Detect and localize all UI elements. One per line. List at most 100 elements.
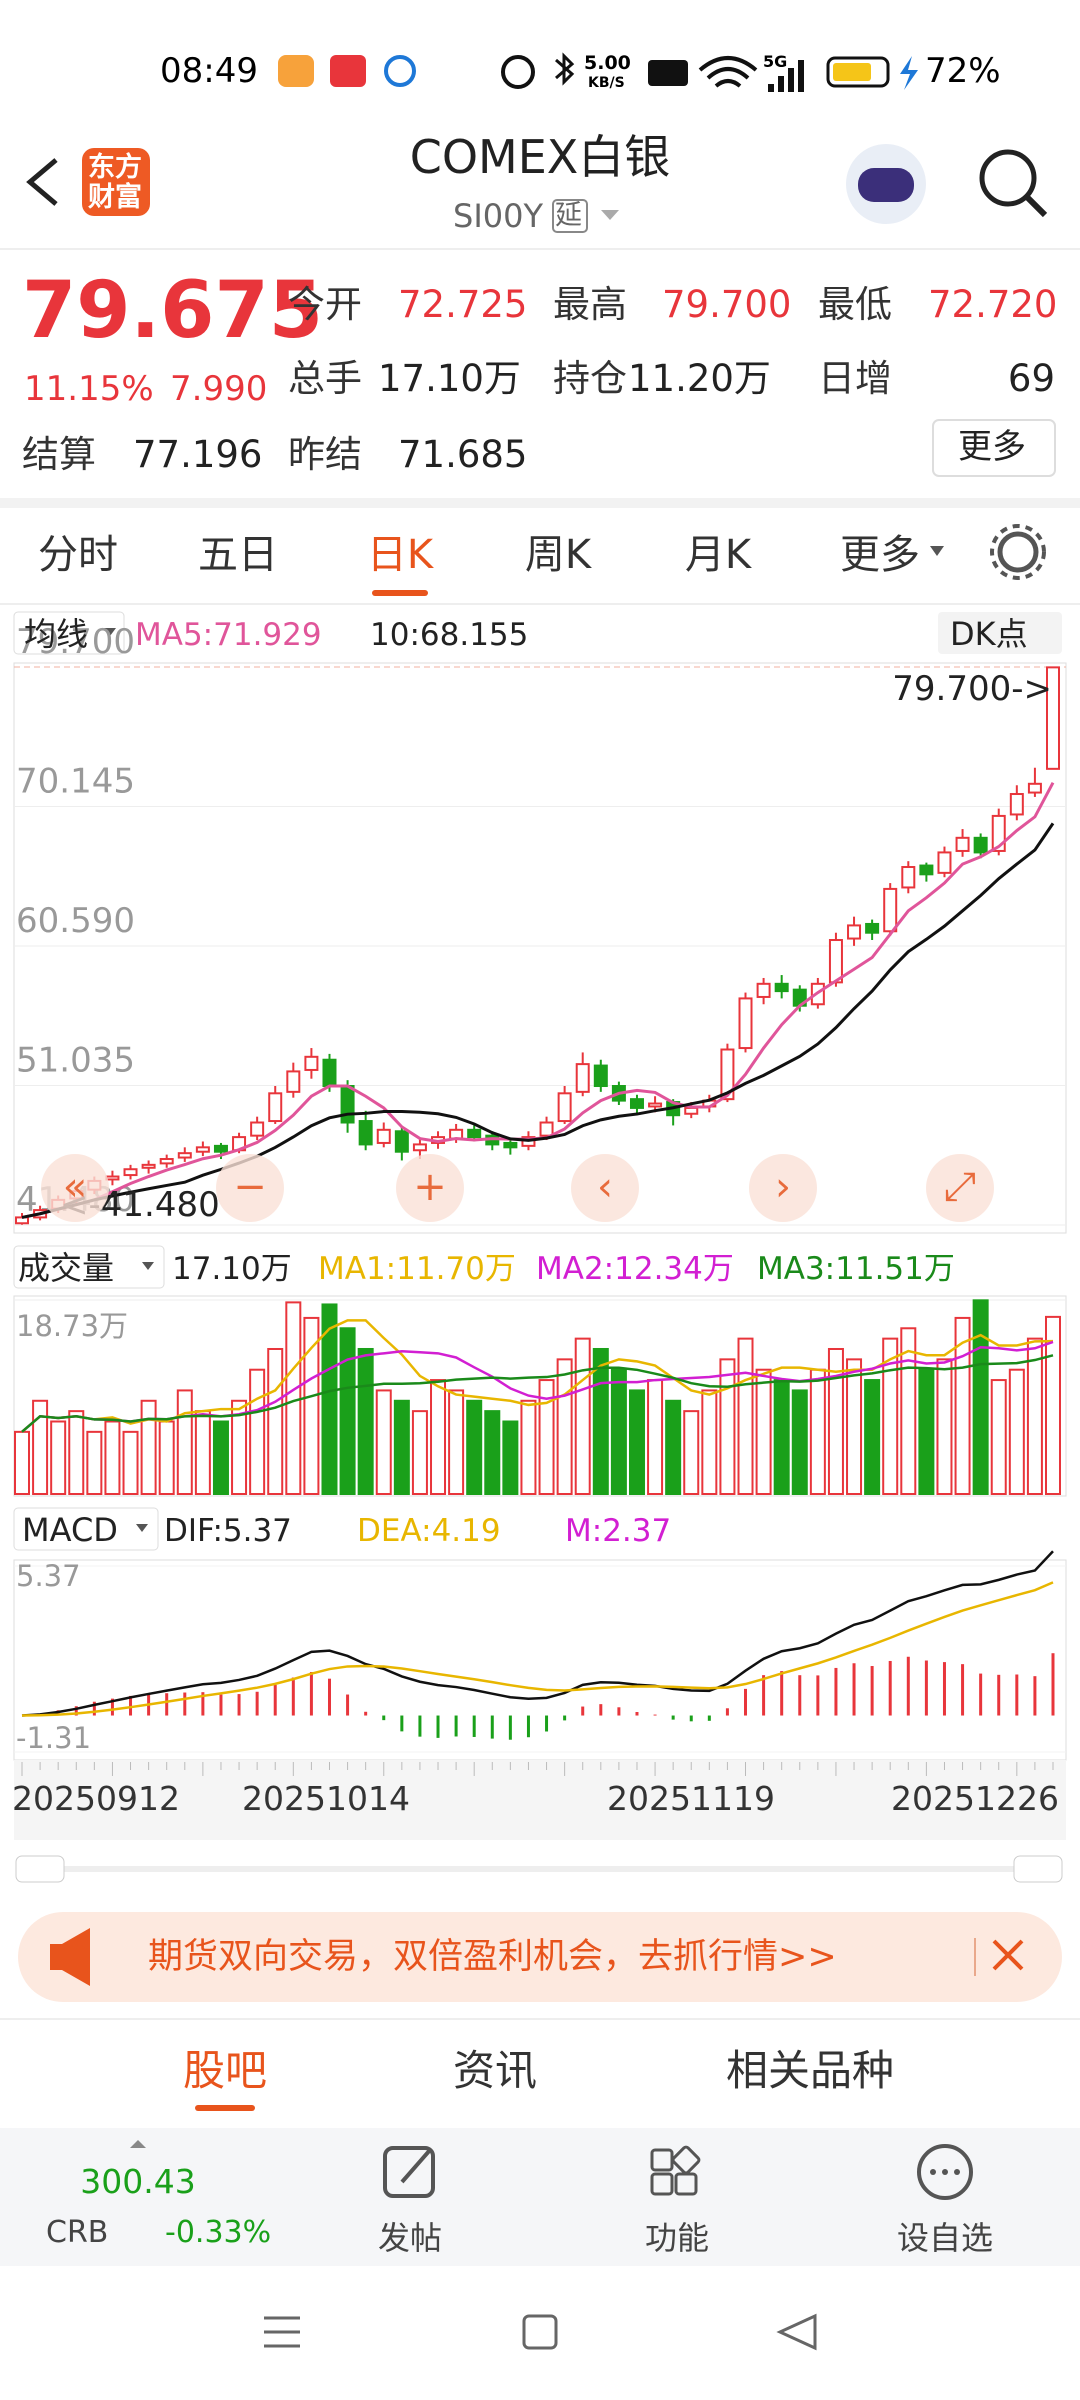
dif-line bbox=[21, 1550, 1054, 1717]
chart-control-icon[interactable]: « bbox=[63, 1164, 87, 1210]
volume-bar bbox=[375, 1389, 392, 1495]
chart-frame bbox=[13, 1295, 1067, 1497]
field-label: 日增 bbox=[818, 357, 892, 400]
volume-bar bbox=[466, 1399, 483, 1495]
chart-control-icon[interactable]: − bbox=[233, 1164, 267, 1210]
tab[interactable]: 更多 bbox=[840, 532, 920, 578]
chart-control bbox=[926, 1154, 994, 1222]
candle-body bbox=[340, 1085, 355, 1124]
volume-bar bbox=[574, 1337, 591, 1495]
signal-bar bbox=[798, 60, 804, 92]
tab[interactable]: 周K bbox=[524, 532, 592, 578]
chart-control-icon[interactable]: ⤢ bbox=[944, 1164, 976, 1210]
volume-bar bbox=[393, 1399, 410, 1495]
charge-icon bbox=[900, 56, 918, 90]
indicator-box bbox=[13, 1245, 165, 1289]
candle-body bbox=[593, 1064, 608, 1088]
date-axis bbox=[14, 1760, 1066, 1840]
volume-bar bbox=[990, 1379, 1007, 1496]
field-label: 持仓 bbox=[553, 357, 627, 400]
vol-ma2-legend: MA2:12.34万 bbox=[536, 1251, 734, 1287]
volume-bar bbox=[484, 1410, 501, 1496]
chart-control bbox=[571, 1154, 639, 1222]
banner-text[interactable]: 期货双向交易，双倍盈利机会，去抓行情>> bbox=[148, 1937, 837, 1977]
vol-ma1-legend: MA1:11.70万 bbox=[318, 1251, 516, 1287]
dk-point[interactable]: DK点 bbox=[950, 615, 1028, 653]
hd-icon bbox=[648, 60, 688, 86]
app-icon bbox=[278, 55, 314, 87]
title: COMEX白银 bbox=[409, 130, 671, 184]
volume-bar bbox=[194, 1410, 211, 1496]
volume-bar bbox=[665, 1399, 682, 1495]
last-price: 79.675 bbox=[22, 266, 323, 356]
toolbar-item[interactable]: 功能 bbox=[644, 2219, 709, 2257]
speed: 5.00 bbox=[584, 52, 631, 74]
settings-icon bbox=[997, 531, 1039, 573]
candle-body bbox=[322, 1058, 337, 1088]
field-label: 今开 bbox=[288, 283, 362, 326]
megaphone-icon bbox=[50, 1928, 90, 1986]
candle-body bbox=[213, 1144, 228, 1153]
toolbar-item[interactable]: 设自选 bbox=[896, 2219, 993, 2257]
volume-bar bbox=[628, 1389, 645, 1495]
field-value: 17.10万 bbox=[378, 357, 521, 400]
candle-body bbox=[1027, 782, 1042, 794]
tag-box bbox=[552, 199, 588, 233]
dropdown bbox=[104, 628, 116, 636]
volume-bar bbox=[791, 1389, 808, 1495]
volume-bar bbox=[231, 1399, 248, 1495]
tab[interactable]: 分时 bbox=[38, 532, 118, 578]
candle-body bbox=[195, 1146, 210, 1153]
volume-bar bbox=[647, 1379, 664, 1496]
tab-underline bbox=[195, 2105, 255, 2111]
volume-bar bbox=[448, 1389, 465, 1495]
toolbar-item[interactable]: 发帖 bbox=[377, 2219, 442, 2257]
bottom-tab[interactable]: 股吧 bbox=[182, 2046, 267, 2095]
network: 5G bbox=[763, 52, 788, 71]
chart-control-icon[interactable]: + bbox=[413, 1164, 447, 1210]
candle-body bbox=[883, 887, 898, 933]
candle-body bbox=[557, 1092, 572, 1123]
volume-bar bbox=[1026, 1337, 1043, 1495]
post-icon bbox=[400, 2148, 432, 2184]
watch-icon bbox=[917, 2144, 973, 2200]
volume-bar bbox=[954, 1316, 971, 1495]
candle-body bbox=[756, 982, 771, 998]
battery: 72% bbox=[925, 51, 1001, 91]
volume-bar bbox=[556, 1358, 573, 1496]
ma10-legend: 10:68.155 bbox=[370, 617, 529, 653]
candle-body bbox=[15, 1216, 29, 1225]
tab[interactable]: 五日 bbox=[198, 532, 278, 578]
bottom-tab[interactable]: 资讯 bbox=[452, 2046, 537, 2095]
separator bbox=[0, 498, 1080, 508]
crb-value: 300.43 bbox=[80, 2162, 196, 2201]
tag: 延 bbox=[555, 200, 582, 231]
ma5-legend: MA5:71.929 bbox=[135, 617, 322, 653]
candle-body bbox=[1046, 666, 1060, 770]
y-tick-label: 51.035 bbox=[16, 1041, 135, 1081]
watch-icon-dot bbox=[942, 2169, 948, 2175]
volume-bar bbox=[538, 1379, 555, 1496]
crb-name: CRB bbox=[46, 2215, 109, 2250]
close-icon bbox=[992, 1939, 1024, 1971]
volume-bar bbox=[357, 1347, 374, 1495]
indicator[interactable]: 均线 bbox=[24, 615, 89, 653]
banner bbox=[18, 1912, 1062, 2002]
more-button-text[interactable]: 更多 bbox=[958, 427, 1026, 467]
tab[interactable]: 月K bbox=[684, 532, 752, 578]
chart-control-icon[interactable]: › bbox=[775, 1164, 791, 1210]
indicator-box bbox=[13, 1507, 159, 1551]
logo-text: 东方 bbox=[88, 152, 142, 183]
vol-ma3-line bbox=[21, 1354, 1054, 1433]
alarm-icon bbox=[501, 55, 535, 89]
indicator[interactable]: 成交量 bbox=[18, 1249, 115, 1287]
tab[interactable]: 日K bbox=[366, 532, 434, 578]
indicator[interactable]: MACD bbox=[22, 1511, 118, 1549]
volume-bar bbox=[32, 1399, 49, 1495]
scroll-handle bbox=[1013, 1855, 1063, 1883]
bottom-tab[interactable]: 相关品种 bbox=[725, 2046, 894, 2095]
field-value: 11.20万 bbox=[628, 357, 771, 400]
candle-body bbox=[720, 1048, 735, 1101]
candle-body bbox=[901, 866, 916, 889]
chart-control-icon[interactable]: ‹ bbox=[597, 1164, 613, 1210]
